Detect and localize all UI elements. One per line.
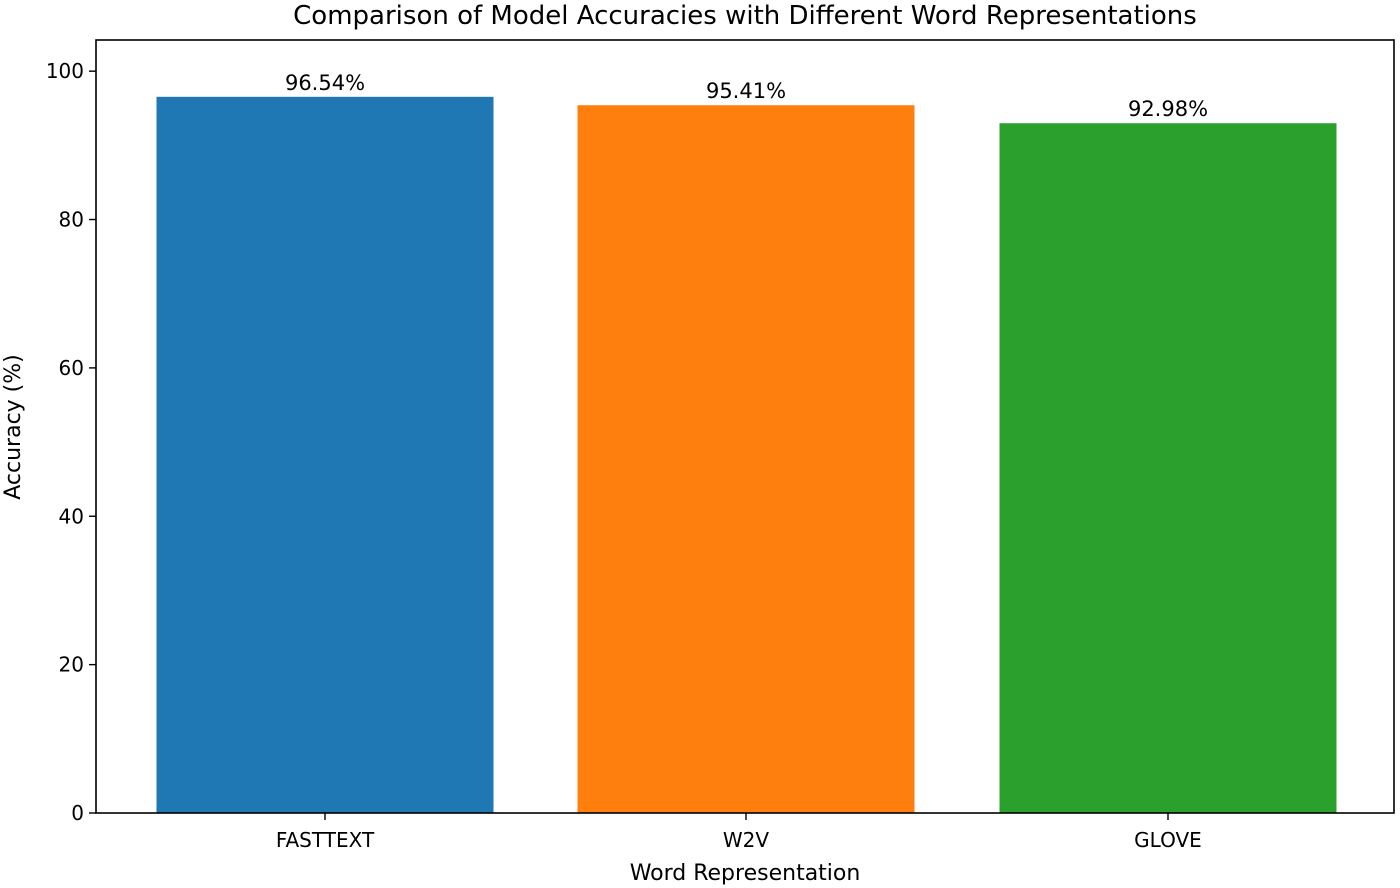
- x-tick-label: GLOVE: [1134, 828, 1202, 852]
- y-tick-label: 0: [71, 801, 84, 825]
- y-tick-label: 40: [59, 504, 84, 528]
- y-tick-label: 20: [59, 653, 84, 677]
- plot-frame: [95, 39, 1395, 814]
- x-tick-label: FASTTEXT: [276, 828, 375, 852]
- data-label: 92.98%: [1128, 97, 1208, 121]
- y-axis-label: Accuracy (%): [1, 354, 26, 500]
- y-tick-label: 60: [59, 356, 84, 380]
- plot-area: 0 20 40 60 80 100 FASTTEXT 96.54% W2V 95.41% GLOVE…: [46, 59, 1337, 852]
- data-label: 96.54%: [285, 71, 365, 95]
- data-label: 95.41%: [706, 79, 786, 103]
- bar-fasttext: [156, 96, 494, 814]
- y-tick-label: 80: [59, 208, 84, 232]
- y-tick-label: 100: [46, 59, 84, 83]
- chart-title: Comparison of Model Accuracies with Diff…: [293, 1, 1197, 31]
- bar-glove: [999, 123, 1337, 813]
- x-tick-label: W2V: [723, 828, 770, 852]
- bar-w2v: [577, 105, 915, 814]
- x-axis-label: Word Representation: [630, 861, 861, 886]
